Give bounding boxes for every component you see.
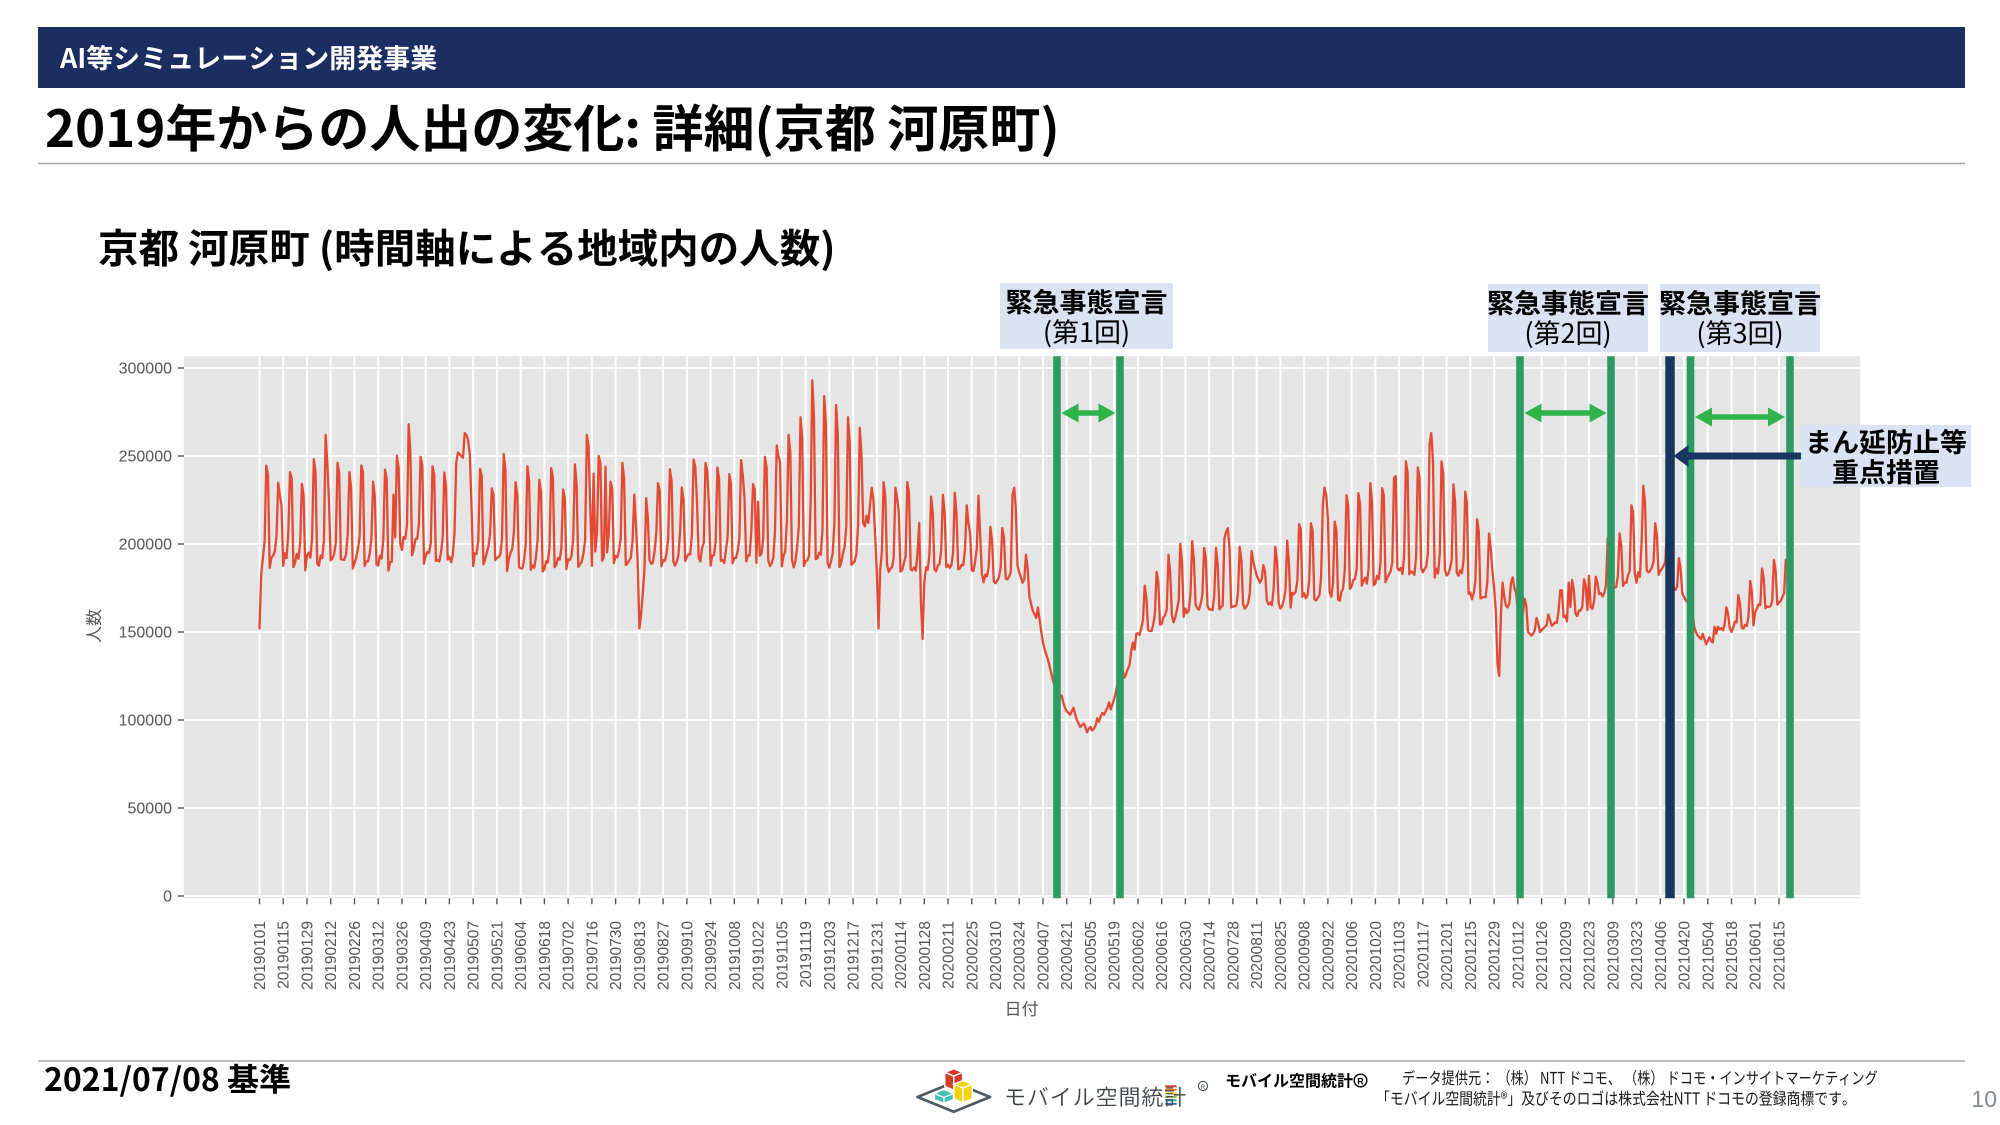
svg-text:20190827: 20190827 — [656, 921, 673, 990]
svg-text:20191022: 20191022 — [751, 921, 768, 990]
svg-text:20190730: 20190730 — [608, 921, 625, 990]
svg-text:200000: 200000 — [119, 537, 172, 554]
svg-text:20190910: 20190910 — [679, 921, 696, 990]
svg-text:20210518: 20210518 — [1724, 921, 1741, 990]
svg-text:20210615: 20210615 — [1772, 921, 1789, 990]
svg-text:R: R — [1357, 1077, 1364, 1087]
svg-text:20200421: 20200421 — [1059, 921, 1076, 990]
svg-text:20210406: 20210406 — [1653, 921, 1670, 990]
svg-text:20210420: 20210420 — [1677, 921, 1694, 990]
svg-text:20190409: 20190409 — [418, 921, 435, 990]
svg-text:20200616: 20200616 — [1154, 921, 1171, 990]
svg-text:20190702: 20190702 — [561, 921, 578, 990]
svg-text:150000: 150000 — [119, 625, 172, 642]
svg-text:300000: 300000 — [119, 361, 172, 378]
svg-text:20210223: 20210223 — [1582, 921, 1599, 990]
svg-text:20210601: 20210601 — [1748, 921, 1765, 990]
svg-text:20190423: 20190423 — [442, 921, 459, 990]
svg-text:20210112: 20210112 — [1510, 921, 1527, 989]
svg-text:20190813: 20190813 — [632, 921, 649, 990]
svg-text:20200630: 20200630 — [1178, 921, 1195, 990]
svg-text:20200728: 20200728 — [1225, 921, 1242, 990]
svg-text:20191008: 20191008 — [727, 921, 744, 990]
svg-text:20191119: 20191119 — [798, 921, 815, 988]
svg-text:20210209: 20210209 — [1558, 921, 1575, 990]
svg-text:20191105: 20191105 — [774, 921, 791, 989]
svg-text:20190226: 20190226 — [347, 921, 364, 990]
svg-text:20190129: 20190129 — [300, 921, 317, 990]
svg-text:20201201: 20201201 — [1439, 921, 1456, 990]
svg-text:20200128: 20200128 — [917, 921, 934, 990]
svg-text:20200602: 20200602 — [1131, 921, 1148, 990]
svg-text:20210309: 20210309 — [1605, 921, 1622, 990]
svg-text:20191203: 20191203 — [822, 921, 839, 990]
svg-text:20200825: 20200825 — [1273, 921, 1290, 990]
svg-text:20190521: 20190521 — [489, 921, 506, 990]
svg-text:20191217: 20191217 — [846, 921, 863, 990]
svg-text:20191231: 20191231 — [869, 921, 886, 990]
svg-text:20201006: 20201006 — [1344, 921, 1361, 990]
svg-text:20190507: 20190507 — [466, 921, 483, 990]
svg-text:20190924: 20190924 — [703, 921, 720, 990]
svg-text:20200922: 20200922 — [1320, 921, 1337, 990]
svg-text:20201117: 20201117 — [1415, 921, 1432, 988]
svg-text:0: 0 — [163, 889, 172, 906]
svg-text:20190716: 20190716 — [584, 921, 601, 990]
svg-text:20200225: 20200225 — [964, 921, 981, 990]
svg-text:20201020: 20201020 — [1368, 921, 1385, 990]
svg-text:20190312: 20190312 — [371, 921, 388, 990]
svg-text:100000: 100000 — [119, 713, 172, 730]
svg-text:20200811: 20200811 — [1249, 921, 1266, 989]
svg-text:20200505: 20200505 — [1083, 921, 1100, 990]
svg-text:20210504: 20210504 — [1700, 921, 1717, 990]
svg-text:20200908: 20200908 — [1297, 921, 1314, 990]
svg-text:20200714: 20200714 — [1202, 921, 1219, 990]
svg-text:20200114: 20200114 — [893, 921, 910, 989]
svg-text:20200211: 20200211 — [941, 921, 958, 989]
svg-text:20210323: 20210323 — [1629, 921, 1646, 990]
svg-text:20190115: 20190115 — [276, 921, 293, 989]
svg-text:20200310: 20200310 — [988, 921, 1005, 990]
svg-text:20190326: 20190326 — [395, 921, 412, 990]
svg-text:20200519: 20200519 — [1107, 921, 1124, 990]
svg-text:10: 10 — [1971, 1086, 1997, 1112]
svg-text:20201103: 20201103 — [1392, 921, 1409, 989]
svg-text:20190101: 20190101 — [252, 921, 269, 990]
svg-text:20190212: 20190212 — [323, 921, 340, 990]
svg-text:20210126: 20210126 — [1534, 921, 1551, 990]
svg-text:R: R — [1201, 1084, 1206, 1091]
svg-text:20200324: 20200324 — [1012, 921, 1029, 990]
svg-text:50000: 50000 — [128, 801, 173, 818]
svg-text:20200407: 20200407 — [1036, 921, 1053, 990]
svg-text:20190604: 20190604 — [513, 921, 530, 990]
svg-text:20201229: 20201229 — [1487, 921, 1504, 990]
svg-text:250000: 250000 — [119, 449, 172, 466]
svg-text:20190618: 20190618 — [537, 921, 554, 990]
svg-text:20201215: 20201215 — [1463, 921, 1480, 990]
